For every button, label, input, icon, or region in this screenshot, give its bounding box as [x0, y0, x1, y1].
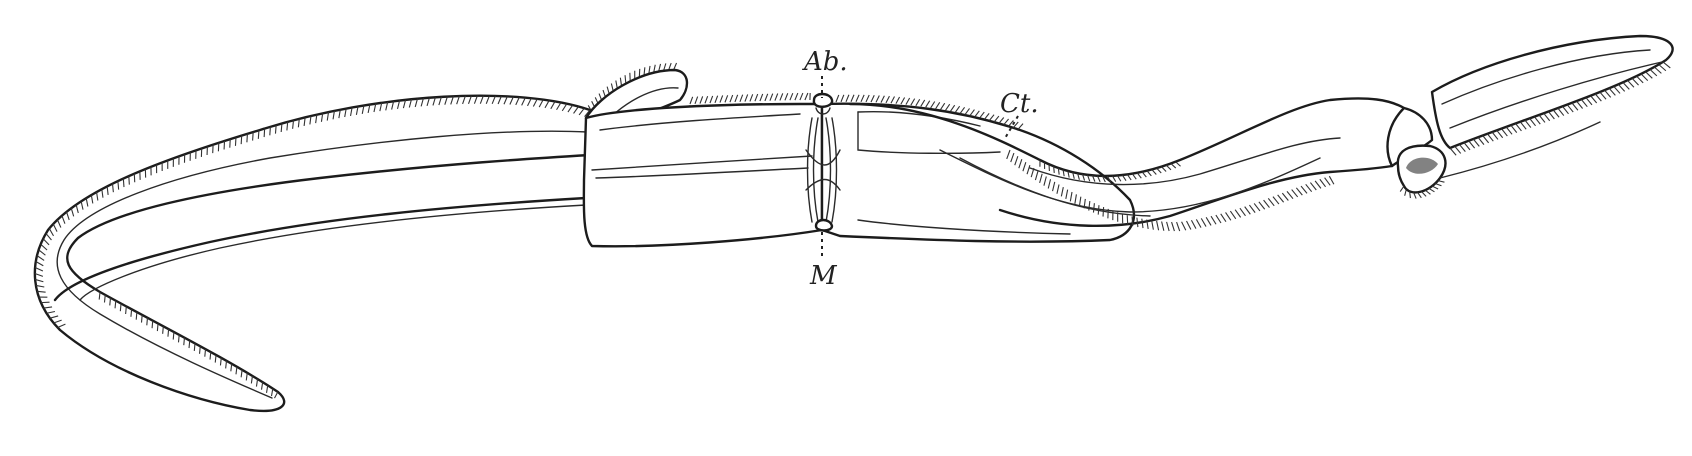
leader-ct	[1003, 115, 1019, 141]
right-head-bristles	[1399, 61, 1671, 199]
label-m-group: M	[809, 232, 838, 291]
label-ab: Ab.	[802, 47, 848, 77]
label-ct-group: Ct.	[1000, 89, 1039, 141]
label-m: M	[809, 261, 838, 291]
right-wave-segment	[848, 97, 1406, 228]
central-body-segment	[582, 92, 1136, 248]
right-head-segment	[1386, 34, 1674, 194]
right-wave-bristles	[1006, 149, 1335, 232]
label-ab-group: Ab.	[802, 47, 848, 98]
left-tail-segment	[33, 94, 592, 413]
label-ct: Ct.	[1000, 89, 1039, 119]
left-tail-bristles	[34, 62, 678, 399]
central-bristles	[689, 92, 1024, 130]
